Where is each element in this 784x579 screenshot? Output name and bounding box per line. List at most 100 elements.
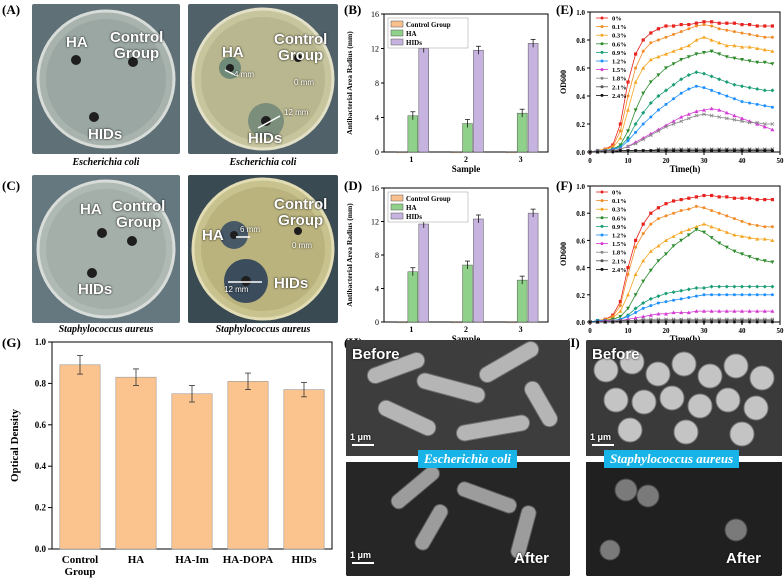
data-point [618,320,622,324]
data-point [763,198,767,202]
data-point [664,35,668,39]
data-point [717,241,722,246]
data-point [633,141,638,146]
data-point [725,149,729,153]
x-tick-label: Control Group [62,554,98,578]
legend-label: 1.5% [612,241,627,248]
data-point [710,149,714,153]
data-point [618,304,622,308]
data-point [762,60,767,65]
petri-photo-a: HA Control Group HIDs [32,4,180,154]
legend-marker [600,199,604,203]
y-axis-title: Antibacterial Area Radius (mm) [345,203,354,307]
data-point [656,243,661,248]
data-point [762,237,767,241]
data-point [626,139,630,143]
dish-label-hids: HIDs [248,130,283,147]
data-point [694,224,699,229]
bar [407,115,419,153]
y-tick-label: 4 [375,114,379,123]
y-tick-label: 0.6 [35,420,47,430]
chart-e: 0.0 0.2 0.4 0.6 0.8 1.0 0 10 20 30 40 50 Time(h) OD60… [559,9,784,174]
data-point [709,309,714,313]
data-point [687,320,691,324]
bar [59,364,101,550]
x-tick-label: 2 [464,155,468,164]
x-axis-title: Time(h) [670,334,701,344]
data-point [596,150,600,154]
zone-size-ha: 4 mm [234,70,254,79]
legend-label: 2.1% [612,84,627,91]
data-point [687,296,691,300]
bar [527,43,539,153]
x-tick-label: 3 [519,325,523,334]
y-tick-label: 1.0 [576,9,585,17]
data-point [656,259,661,263]
bar [473,218,484,323]
data-point [664,24,668,28]
data-point [626,292,630,297]
x-tick-label: 10 [625,327,633,335]
data-point [641,314,646,319]
data-point [710,293,714,297]
data-point [656,294,661,299]
data-point [725,320,729,324]
y-tick-label: 0.4 [35,461,47,471]
data-point [626,266,630,270]
data-point [770,35,774,39]
data-point [740,234,744,238]
data-point [748,32,752,36]
legend-swatch [390,20,404,28]
legend-label: 1.2% [612,59,627,66]
bar [527,212,539,323]
data-point [770,309,775,313]
legend-label: 1.5% [612,67,627,74]
legend-marker [600,233,604,237]
data-point [724,80,729,84]
data-point [709,38,714,42]
data-point [709,236,714,240]
data-point [626,306,630,311]
data-point [671,49,676,53]
x-tick-label: 2 [464,325,468,334]
data-point [755,237,760,241]
data-point [694,149,698,153]
legend-label: 1.8% [612,250,627,257]
data-point [770,127,775,132]
data-point [626,94,630,98]
data-point [732,43,737,48]
data-point [679,208,683,212]
data-point [740,100,744,104]
legend-marker [600,93,604,97]
data-point [618,300,622,304]
legend-label: 2.4% [612,267,627,274]
data-point [648,133,653,138]
dish-label-control: Control Group [112,198,166,231]
data-point [672,298,676,302]
data-point [725,28,729,32]
data-point [679,58,684,62]
data-point [717,52,722,56]
data-point [702,286,706,290]
legend-swatch [390,29,404,37]
bar [171,393,213,550]
data-point [664,300,668,304]
data-point [679,288,684,293]
data-point [717,115,722,119]
legend-swatch [390,203,404,211]
x-tick-label: 0 [588,327,592,335]
data-point [626,144,630,149]
data-point [694,109,699,113]
data-point [748,320,752,324]
data-point [679,23,683,27]
data-point [687,149,691,153]
data-point [770,105,774,109]
data-point [763,320,767,324]
x-tick-label: 40 [739,157,747,165]
data-point [762,284,767,289]
data-point [770,62,775,66]
petri-photo-c-zones: HA Control Group HIDs 6 mm 12 mm 0 mm [188,175,338,323]
data-point [763,293,767,297]
data-point [717,211,721,215]
data-point [763,225,767,229]
